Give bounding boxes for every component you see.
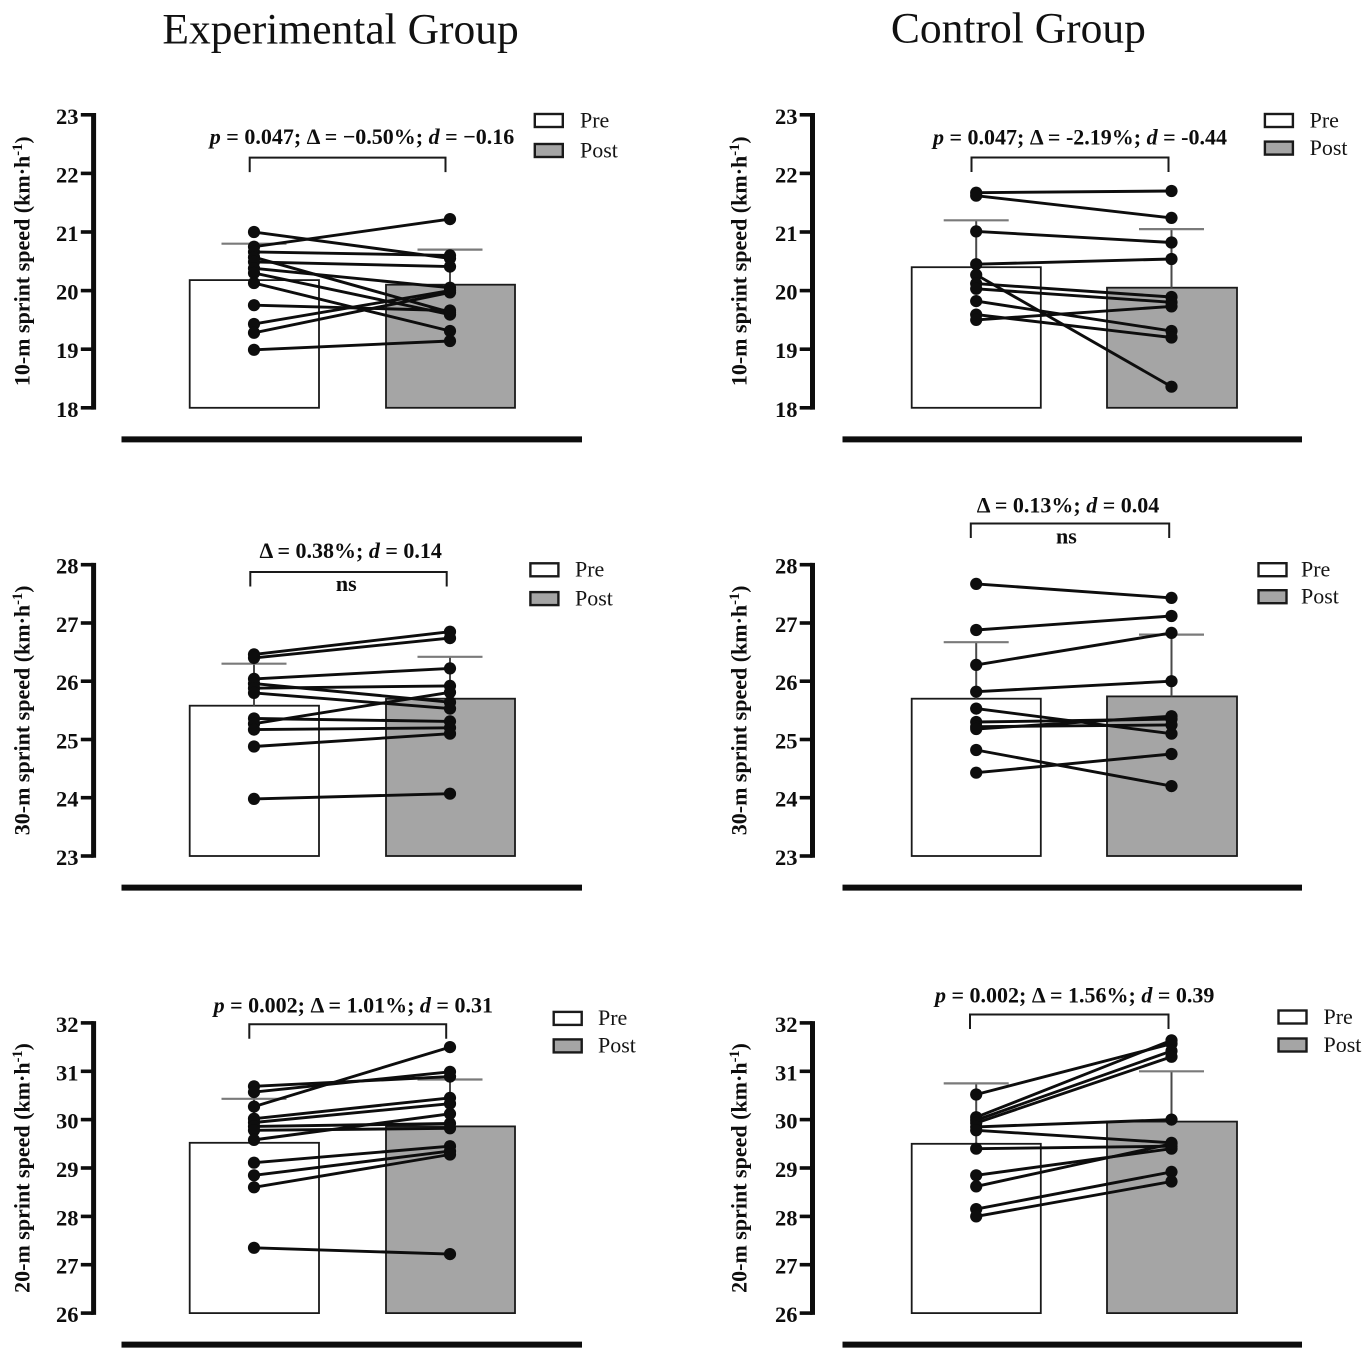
svg-text:Δ = 0.38%; d = 0.14: Δ = 0.38%; d = 0.14: [259, 538, 442, 563]
svg-text:28: 28: [56, 1205, 79, 1230]
svg-text:Pre: Pre: [575, 557, 604, 582]
svg-text:27: 27: [775, 612, 798, 637]
svg-text:Post: Post: [1324, 1032, 1362, 1057]
svg-text:26: 26: [56, 670, 79, 695]
svg-text:p = 0.047; Δ = -2.19%; d = -0.: p = 0.047; Δ = -2.19%; d = -0.44: [931, 125, 1227, 150]
svg-text:22: 22: [775, 162, 798, 187]
svg-text:26: 26: [56, 1302, 79, 1327]
svg-text:Post: Post: [575, 585, 613, 610]
svg-text:20-m sprint speed (km·h-1): 20-m sprint speed (km·h-1): [727, 1043, 752, 1293]
svg-text:26: 26: [775, 1302, 798, 1327]
svg-text:18: 18: [775, 397, 798, 422]
svg-text:ns: ns: [336, 571, 357, 596]
svg-text:32: 32: [56, 1012, 79, 1037]
svg-text:31: 31: [56, 1060, 79, 1085]
svg-text:10-m sprint speed (km·h-1): 10-m sprint speed (km·h-1): [10, 136, 35, 386]
svg-text:p = 0.002; Δ = 1.01%; d = 0.31: p = 0.002; Δ = 1.01%; d = 0.31: [212, 993, 493, 1018]
svg-text:21: 21: [56, 221, 79, 246]
svg-text:30-m sprint speed (km·h-1): 30-m sprint speed (km·h-1): [10, 586, 35, 836]
svg-text:19: 19: [56, 338, 79, 363]
svg-text:10-m sprint speed (km·h-1): 10-m sprint speed (km·h-1): [727, 136, 752, 386]
svg-text:p = 0.047; Δ = −0.50%; d = −0: p = 0.047; Δ = −0.50%; d = −0.16: [208, 124, 514, 149]
svg-text:Pre: Pre: [580, 107, 609, 132]
svg-text:23: 23: [56, 845, 79, 870]
svg-text:24: 24: [775, 787, 798, 812]
svg-text:29: 29: [775, 1157, 798, 1182]
svg-text:28: 28: [56, 554, 79, 579]
svg-text:Pre: Pre: [1301, 557, 1330, 582]
svg-text:30: 30: [56, 1109, 79, 1134]
svg-text:28: 28: [775, 554, 798, 579]
svg-text:ns: ns: [1056, 524, 1077, 549]
svg-text:Post: Post: [598, 1033, 636, 1058]
svg-text:19: 19: [775, 338, 798, 363]
svg-text:26: 26: [775, 670, 798, 695]
svg-text:27: 27: [775, 1254, 798, 1279]
svg-text:Post: Post: [1310, 135, 1348, 160]
svg-text:22: 22: [56, 162, 79, 187]
svg-text:Post: Post: [580, 137, 618, 162]
svg-text:23: 23: [775, 845, 798, 870]
svg-text:18: 18: [56, 397, 79, 422]
svg-text:25: 25: [56, 729, 79, 754]
svg-text:20: 20: [775, 280, 798, 305]
svg-text:29: 29: [56, 1157, 79, 1182]
svg-text:23: 23: [775, 104, 798, 129]
svg-text:Δ = 0.13%; d = 0.04: Δ = 0.13%; d = 0.04: [977, 493, 1160, 518]
svg-text:20-m sprint speed (km·h-1): 20-m sprint speed (km·h-1): [10, 1043, 35, 1293]
svg-text:Experimental Group: Experimental Group: [162, 5, 518, 53]
svg-text:32: 32: [775, 1012, 798, 1037]
svg-text:25: 25: [775, 729, 798, 754]
svg-text:21: 21: [775, 221, 798, 246]
svg-text:24: 24: [56, 787, 79, 812]
svg-text:p = 0.002; Δ = 1.56%; d = 0.39: p = 0.002; Δ = 1.56%; d = 0.39: [933, 983, 1214, 1008]
svg-text:Pre: Pre: [1310, 107, 1339, 132]
svg-text:27: 27: [56, 612, 79, 637]
svg-text:Pre: Pre: [1324, 1004, 1353, 1029]
svg-text:Control Group: Control Group: [891, 4, 1146, 52]
svg-text:28: 28: [775, 1205, 798, 1230]
svg-text:30: 30: [775, 1109, 798, 1134]
svg-text:31: 31: [775, 1060, 798, 1085]
svg-text:20: 20: [56, 280, 79, 305]
svg-text:30-m sprint speed (km·h-1): 30-m sprint speed (km·h-1): [727, 586, 752, 836]
svg-text:23: 23: [56, 104, 79, 129]
svg-text:Post: Post: [1301, 584, 1339, 609]
svg-text:Pre: Pre: [598, 1005, 627, 1030]
svg-text:27: 27: [56, 1254, 79, 1279]
